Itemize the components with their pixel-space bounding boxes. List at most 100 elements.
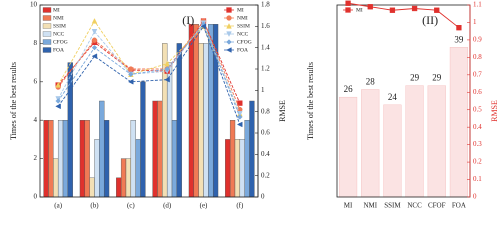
line-marker — [164, 76, 170, 83]
line-marker — [345, 0, 351, 6]
bar — [234, 139, 241, 198]
y2-tick-label: 0.6 — [261, 129, 270, 137]
data-label: 39 — [454, 34, 464, 44]
bar — [203, 43, 209, 198]
legend-swatch — [42, 7, 52, 13]
y2-tick-label: 1.1 — [473, 1, 482, 9]
line-marker — [128, 66, 134, 72]
legend-label: MI — [53, 7, 60, 13]
bar — [130, 119, 136, 198]
y-tick-label: 2 — [34, 154, 38, 162]
bar — [244, 119, 250, 198]
y2-tick-label: 0 — [261, 193, 265, 201]
x-tick-label: (a) — [54, 202, 62, 210]
rmse-line — [57, 20, 241, 114]
legend-label: NMI — [53, 15, 64, 21]
bar — [135, 139, 141, 198]
line-marker — [91, 37, 98, 43]
line-marker — [200, 23, 207, 30]
x-tick-label: CFOF — [428, 202, 446, 210]
y2-tick-label: 1.4 — [261, 43, 270, 51]
bar — [361, 89, 380, 198]
y2-axis-label: RMSE — [278, 100, 287, 122]
legend-label: CFOG — [53, 39, 68, 45]
line-marker — [91, 53, 98, 60]
bar — [339, 96, 358, 198]
bar — [79, 119, 86, 198]
legend-marker — [226, 39, 232, 45]
y-axis-label: Times of the best results — [306, 62, 315, 140]
legend-marker — [226, 15, 232, 21]
bar — [84, 119, 90, 198]
x-tick-label: (e) — [200, 202, 208, 210]
rmse-line — [348, 2, 460, 29]
line-marker — [237, 111, 243, 117]
bar — [62, 119, 69, 198]
legend-label: MI — [237, 7, 244, 13]
data-label: 29 — [432, 73, 442, 83]
legend-label: CFOG — [237, 39, 252, 45]
rmse-line — [57, 20, 241, 104]
y2-tick-label: 1.6 — [261, 22, 270, 30]
y-tick-label: 4 — [34, 116, 38, 124]
line-marker — [91, 44, 98, 51]
y2-tick-label: 0.8 — [473, 53, 482, 61]
y-tick-label: 10 — [30, 1, 38, 9]
bar — [249, 100, 255, 198]
y2-tick-label: 0.1 — [473, 175, 482, 183]
y2-tick-label: 0.2 — [261, 171, 270, 179]
line-marker — [164, 60, 170, 67]
legend-marker — [226, 31, 232, 37]
legend-label: FOA — [53, 47, 64, 53]
x-tick-label: NCC — [407, 202, 422, 210]
line-marker — [389, 7, 396, 13]
y2-tick-label: 0.4 — [261, 150, 270, 158]
bar — [229, 119, 236, 198]
legend-label: SSIM — [53, 23, 66, 29]
y-tick-label: 0 — [34, 193, 38, 201]
legend-marker — [226, 23, 232, 29]
bar — [94, 139, 100, 198]
bar — [157, 100, 163, 198]
figure: (a) (b) (c) (d) (e) (f)024681000.20.40.60.811… — [9, 0, 499, 210]
y2-tick-label: 0.2 — [473, 158, 482, 166]
bar — [427, 85, 446, 198]
legend-swatch — [42, 31, 52, 37]
x-tick-label: (d) — [163, 202, 172, 210]
line-marker — [434, 7, 440, 13]
line-marker — [456, 25, 462, 31]
bar — [48, 119, 54, 198]
bar — [208, 24, 214, 198]
y2-tick-label: 0.3 — [473, 140, 482, 148]
line-marker — [55, 82, 61, 88]
bar — [89, 177, 95, 198]
line-marker — [55, 98, 61, 104]
y2-tick-label: 0.7 — [473, 70, 482, 78]
y2-tick-label: 1.2 — [261, 65, 270, 73]
legend-swatch — [42, 15, 52, 21]
bar — [171, 119, 178, 198]
bar — [225, 139, 231, 198]
data-label: 28 — [366, 77, 376, 87]
y2-tick-label: 0.8 — [261, 107, 270, 115]
legend-swatch — [42, 47, 52, 53]
x-tick-label: FOA — [452, 202, 466, 210]
y2-tick-label: 0.4 — [473, 123, 482, 131]
legend-label: NCC — [237, 31, 249, 37]
bar — [198, 43, 204, 198]
y2-tick-label: 1 — [261, 86, 265, 94]
bar — [193, 24, 199, 198]
bar — [99, 100, 105, 198]
bar — [162, 43, 168, 198]
legend-marker — [226, 7, 232, 13]
panel-title: (I) — [182, 13, 194, 27]
legend-swatch — [42, 23, 52, 29]
line-marker — [127, 78, 134, 85]
legend-label: FOA — [237, 47, 248, 53]
line-marker — [237, 100, 243, 106]
bar — [176, 43, 182, 198]
bar — [405, 85, 424, 198]
bar — [383, 104, 402, 198]
line-marker — [91, 29, 98, 35]
y-axis-label: Times of the best results — [9, 62, 18, 140]
